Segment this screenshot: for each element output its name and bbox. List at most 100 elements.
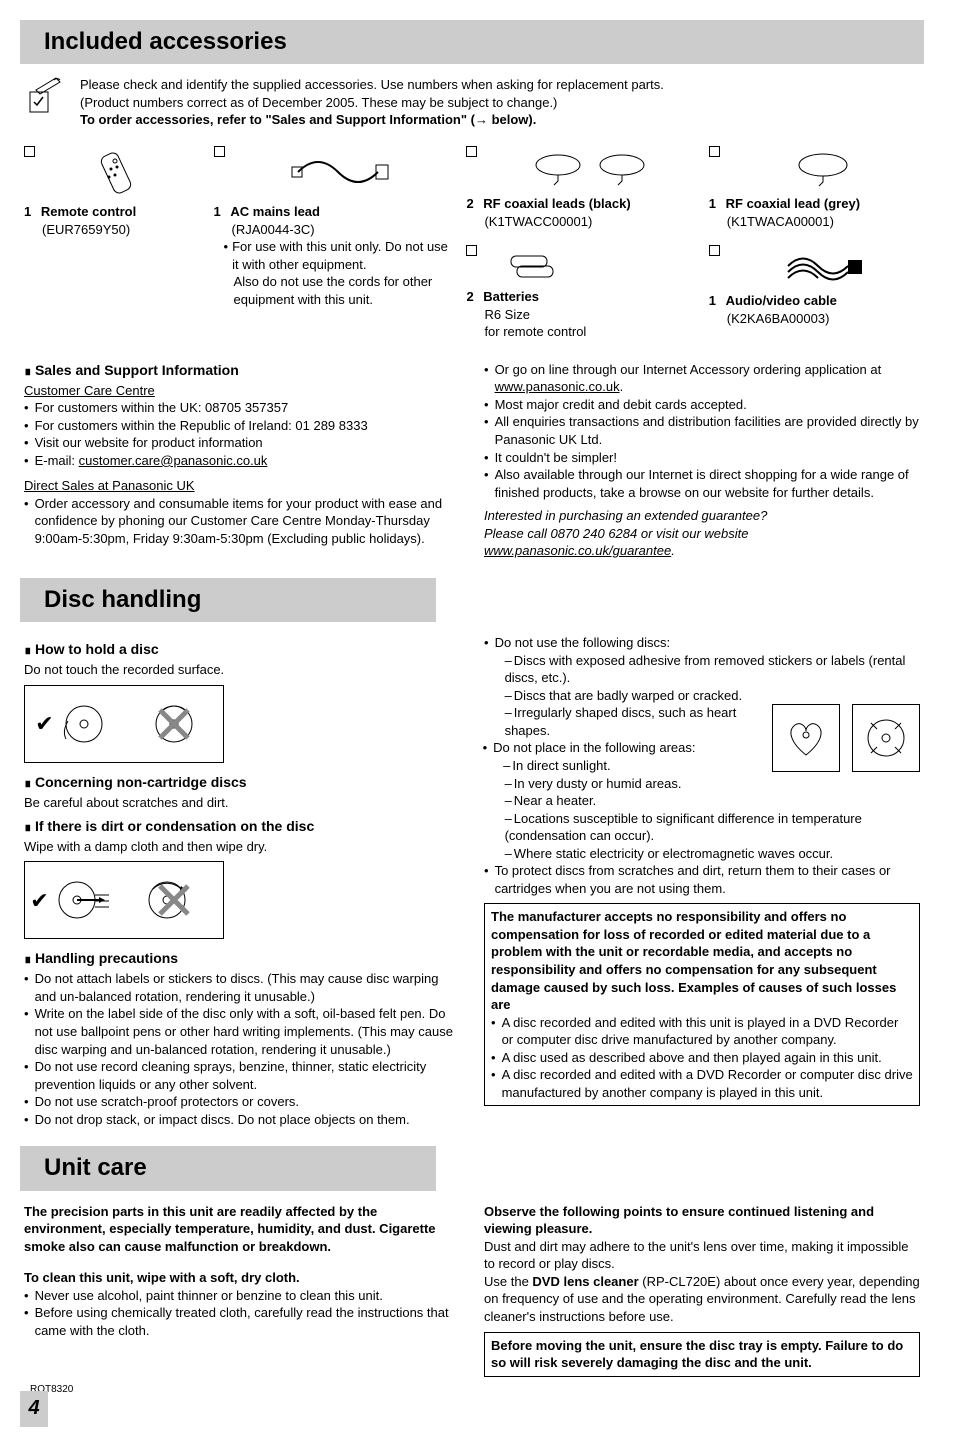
unit-title: Unit care [44,1152,412,1184]
ccc-item: E-mail: customer.care@panasonic.co.uk [35,452,268,470]
qty: 1 [214,204,221,219]
warn-item: A disc recorded and edited with a DVD Re… [502,1066,913,1101]
unit-left-item: Never use alcohol, paint thinner or benz… [35,1287,383,1305]
ac-note-1: For use with this unit only. Do not use … [232,238,456,273]
sales-right-item: All enquiries transactions and distribut… [495,413,920,448]
acc-name: Audio/video cable [726,293,837,308]
checkbox-icon [709,146,720,157]
accessory-ac-mains-lead: 1 AC mains lead (RJA0044-3C) For use wit… [214,145,457,308]
handling-item: Do not drop stack, or impact discs. Do n… [35,1111,410,1129]
acc-model: (RJA0044-3C) [214,221,457,239]
irregular-disc-icon [852,704,920,772]
guarantee-link[interactable]: www.panasonic.co.uk/guarantee [484,543,671,558]
disc-dash-item: Irregularly shaped discs, such as heart … [505,704,760,739]
handling-item: Do not use scratch-proof protectors or c… [35,1093,299,1111]
acc-model: R6 Size [466,306,698,324]
how-hold-head: How to hold a disc [24,640,460,659]
remote-control-icon [41,145,204,201]
unit-warning-box: Before moving the unit, ensure the disc … [484,1332,920,1377]
warn-item: A disc recorded and edited with this uni… [502,1014,913,1049]
sales-right-item: Most major credit and debit cards accept… [495,396,747,414]
disc-hold-illustration [24,685,224,763]
section-header-disc: Disc handling [20,578,436,622]
acc-model: (K1TWACA00001) [709,213,920,231]
ccc-item: Visit our website for product informatio… [35,434,263,452]
disc-dash-item: Near a heater. [505,792,920,810]
panasonic-link[interactable]: www.panasonic.co.uk [495,379,620,394]
rf-coaxial-black-icon [483,145,698,193]
acc-name: Batteries [483,289,539,304]
ccc-head: Customer Care Centre [24,382,460,400]
sales-right-item: It couldn't be simpler! [495,449,617,467]
qty: 2 [466,196,473,211]
disc-dash-item: In direct sunlight. [503,757,695,775]
disc-dash-item: Discs that are badly warped or cracked. [505,687,920,705]
non-cart-text: Be careful about scratches and dirt. [24,794,460,812]
unit-left-bold1: The precision parts in this unit are rea… [24,1203,460,1256]
ccc-item: For customers within the UK: 08705 35735… [35,399,289,417]
accessories-intro: Please check and identify the supplied a… [20,76,924,129]
check-icon [35,709,53,739]
disc-dash-item: Locations susceptible to significant dif… [505,810,920,845]
ccc-item: For customers within the Republic of Ire… [35,417,368,435]
disc-warning-box: The manufacturer accepts no responsibili… [484,903,920,1106]
handling-head: Handling precautions [24,949,460,968]
unit-right-bold: Observe the following points to ensure c… [484,1203,920,1238]
warn-item: A disc used as described above and then … [502,1049,882,1067]
direct-sales-item: Order accessory and consumable items for… [35,495,460,548]
disc-right-b2: Do not place in the following areas: [493,740,695,755]
checkbox-icon [214,146,225,157]
acc-model: (K1TWACC00001) [466,213,698,231]
acc-name: RF coaxial lead (grey) [726,196,860,211]
checkbox-icon [24,146,35,157]
direct-sales-head: Direct Sales at Panasonic UK [24,477,460,495]
rf-coaxial-grey-icon [726,145,920,193]
cross-icon [156,882,192,918]
av-cable-icon [726,244,920,290]
unit-left-bold2: To clean this unit, wipe with a soft, dr… [24,1269,460,1287]
guarantee-q: Interested in purchasing an extended gua… [484,507,920,525]
accessory-rf-grey: 1 RF coaxial lead (grey) (K1TWACA00001) [709,145,920,230]
intro-line-1: Please check and identify the supplied a… [80,76,664,94]
acc-extra: for remote control [466,323,698,341]
checkbox-icon [709,245,720,256]
sales-right-item: Or go on line through our Internet Acces… [495,361,920,396]
sales-support-section: Sales and Support Information Customer C… [20,355,924,560]
checkbox-icon [466,146,477,157]
checkbox-icon [466,245,477,256]
unit-right-p1: Dust and dirt may adhere to the unit's l… [484,1238,920,1273]
disc-right-intro: Do not use the following discs: [495,635,671,650]
handling-item: Do not attach labels or stickers to disc… [35,970,460,1005]
qty: 1 [709,196,716,211]
accessory-rf-black: 2 RF coaxial leads (black) (K1TWACC00001… [466,145,698,230]
acc-name: AC mains lead [230,204,320,219]
disc-right-b3: To protect discs from scratches and dirt… [495,862,920,897]
sales-right-item: Also available through our Internet is d… [495,466,920,501]
dirt-text: Wipe with a damp cloth and then wipe dry… [24,838,460,856]
accessory-av-cable: 1 Audio/video cable (K2KA6BA00003) [709,244,920,327]
warn-bold: The manufacturer accepts no responsibili… [491,908,913,1013]
acc-model: (K2KA6BA00003) [709,310,920,328]
batteries-icon [483,244,698,286]
ccc-email-link[interactable]: customer.care@panasonic.co.uk [79,453,268,468]
qty: 2 [466,289,473,304]
unit-right-p2: Use the DVD lens cleaner (RP-CL720E) abo… [484,1273,920,1326]
unit-left-item: Before using chemically treated cloth, c… [35,1304,460,1339]
cross-icon [156,706,192,742]
guarantee-call: Please call 0870 240 6284 or visit our w… [484,525,920,543]
page-number: 4 [20,1391,48,1427]
non-cart-head: Concerning non-cartridge discs [24,773,460,792]
handling-item: Do not use record cleaning sprays, benzi… [35,1058,460,1093]
dirt-head: If there is dirt or condensation on the … [24,817,460,836]
acc-name: Remote control [41,204,136,219]
ac-mains-lead-icon [231,145,457,201]
sales-heading: Sales and Support Information [24,361,460,380]
disc-handling-section: How to hold a disc Do not touch the reco… [20,634,924,1128]
section-header-unit: Unit care [20,1146,436,1190]
qty: 1 [24,204,31,219]
accessory-remote-control: 1 Remote control (EUR7659Y50) [24,145,204,238]
acc-name: RF coaxial leads (black) [483,196,630,211]
disc-wipe-illustration [24,861,224,939]
disc-dash-item: Where static electricity or electromagne… [505,845,920,863]
intro-line-3: To order accessories, refer to "Sales an… [80,111,664,129]
